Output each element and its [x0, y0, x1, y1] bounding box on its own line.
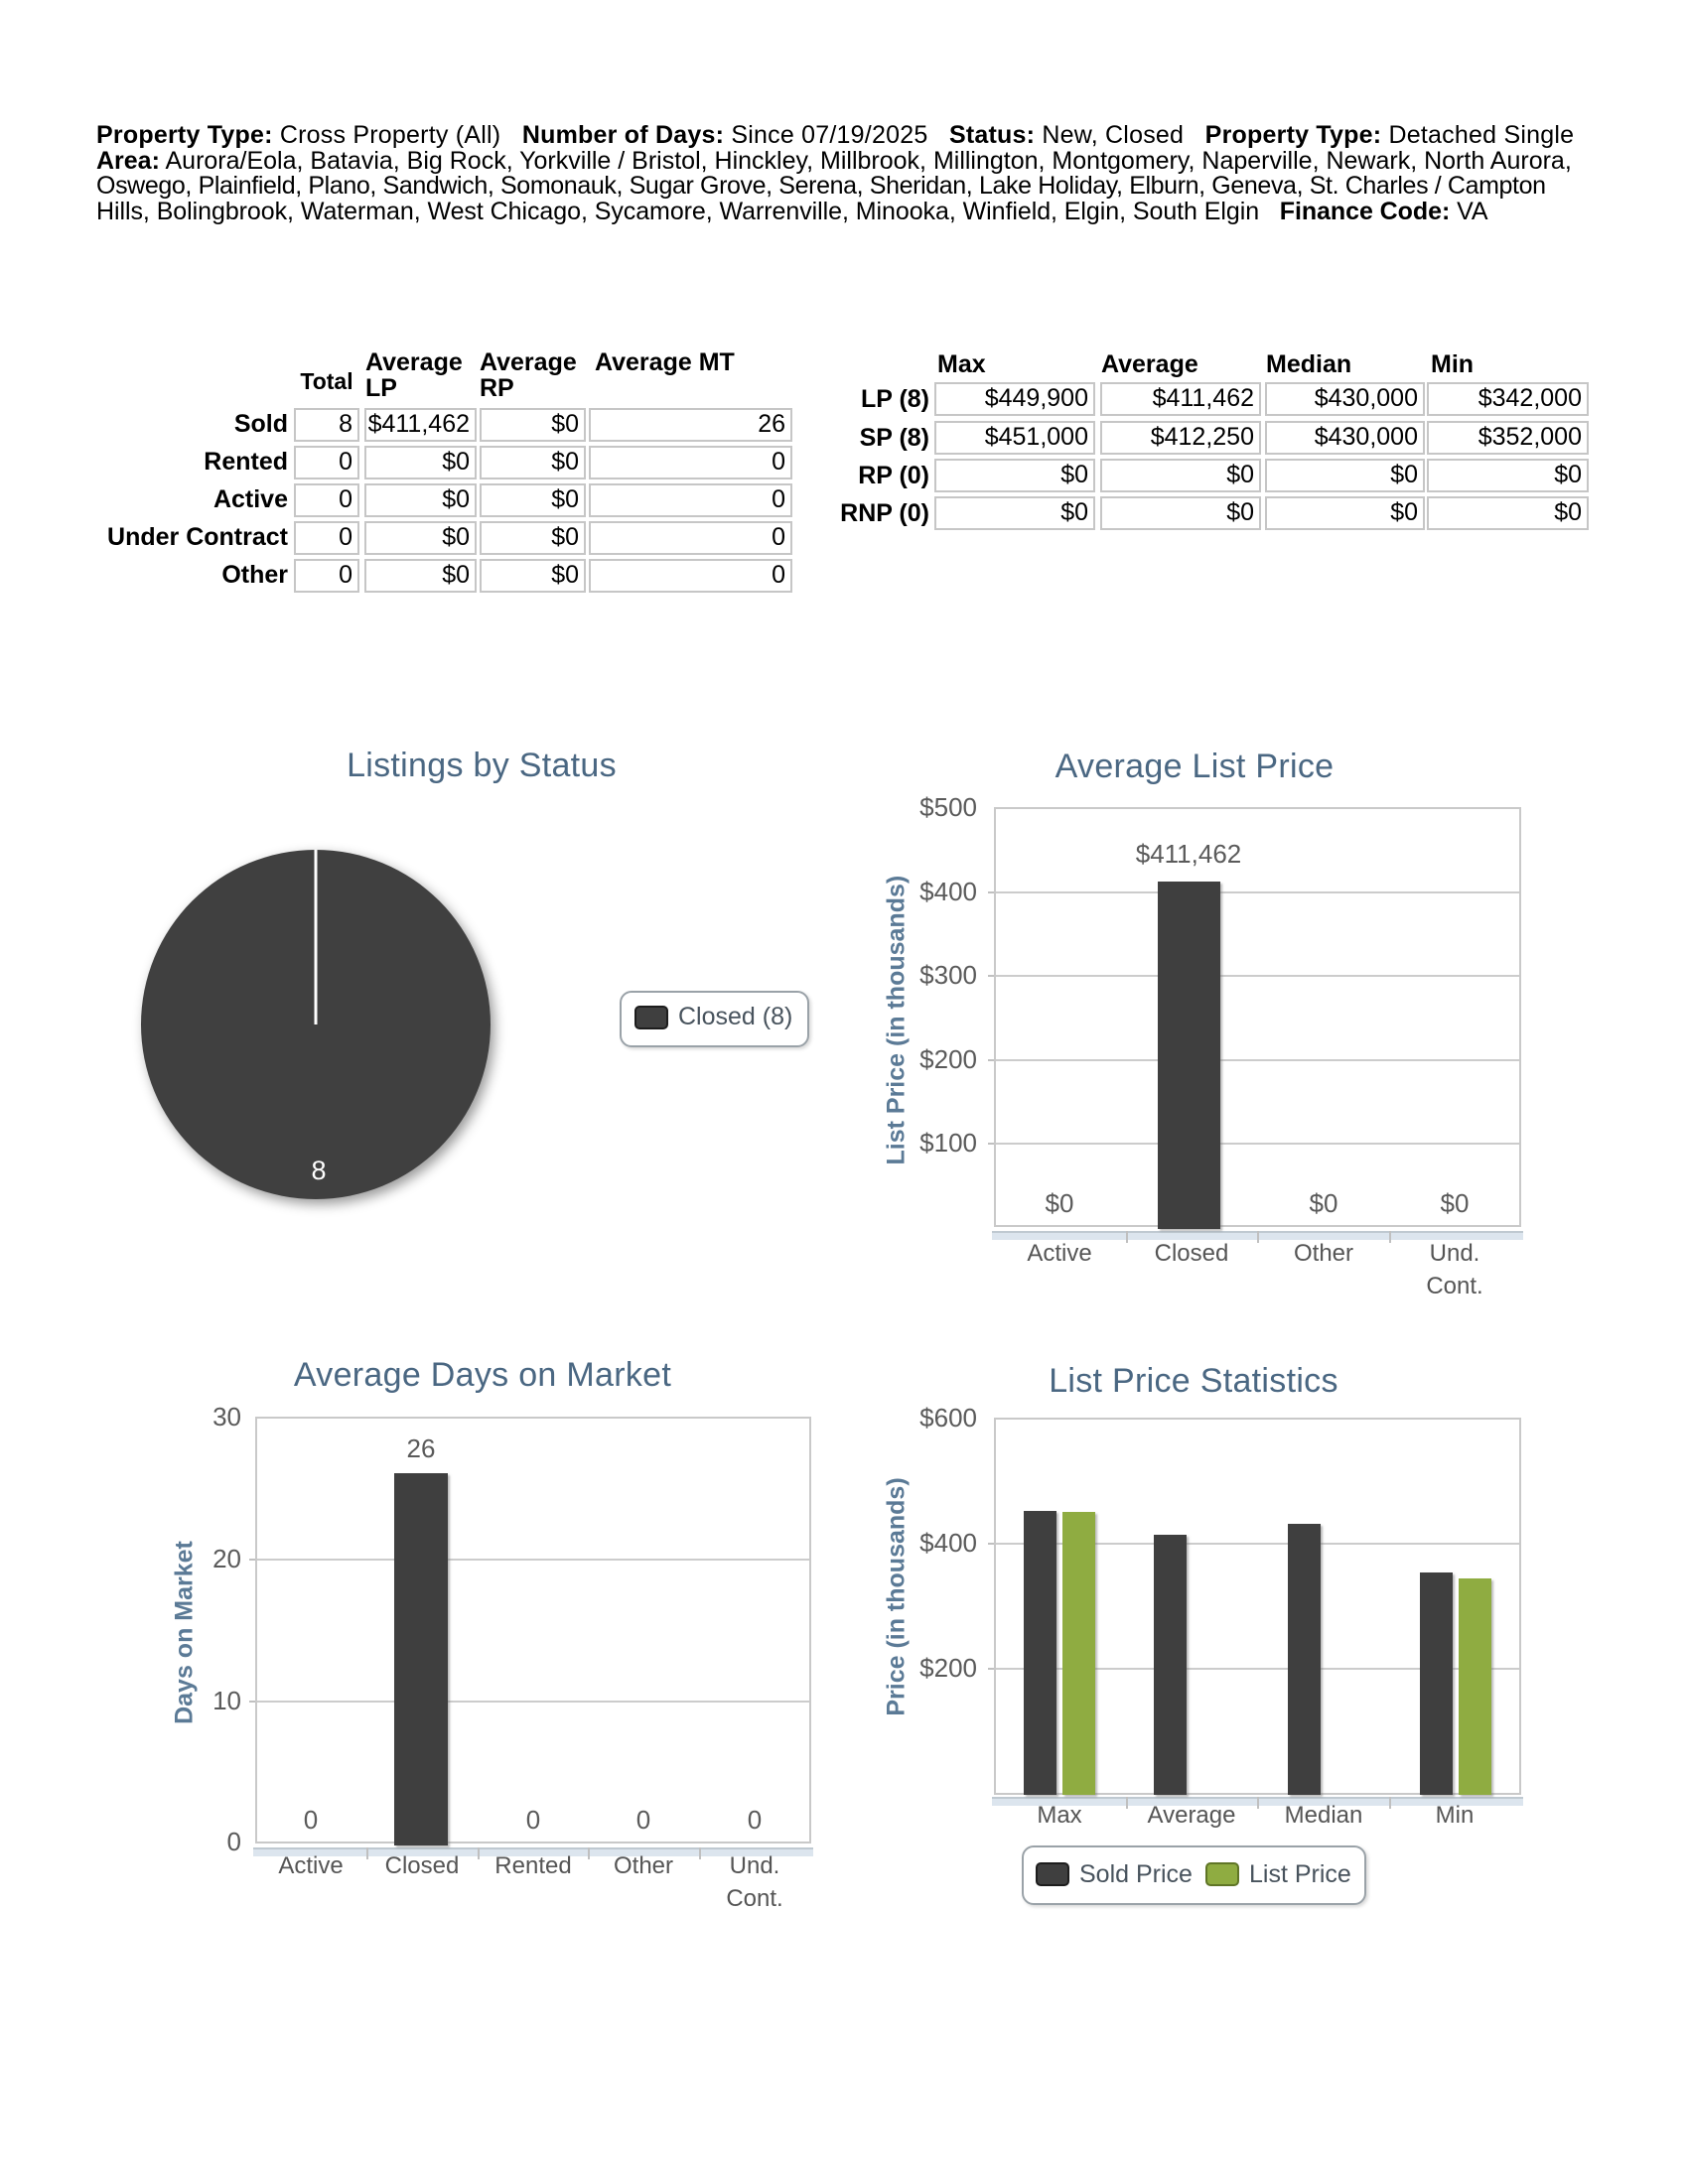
svg-text:8: 8	[311, 1156, 326, 1185]
